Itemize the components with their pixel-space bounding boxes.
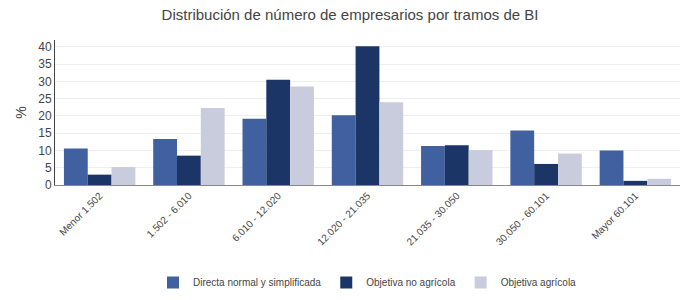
svg-text:12.020 - 21.035: 12.020 - 21.035 (315, 190, 373, 248)
svg-text:Distribución de número de empr: Distribución de número de empresarios po… (162, 6, 539, 23)
svg-text:30: 30 (38, 75, 52, 89)
svg-text:%: % (13, 106, 29, 118)
svg-text:Objetiva agrícola: Objetiva agrícola (501, 277, 576, 288)
svg-text:5: 5 (45, 161, 52, 175)
svg-text:21.035 - 30.050: 21.035 - 30.050 (404, 190, 462, 248)
svg-text:25: 25 (38, 92, 52, 106)
svg-text:30.050 - 60.101: 30.050 - 60.101 (494, 190, 552, 248)
svg-text:1.502 - 6.010: 1.502 - 6.010 (144, 190, 194, 240)
svg-text:Objetiva no agrícola: Objetiva no agrícola (366, 277, 455, 288)
svg-text:Directa normal y simplificada: Directa normal y simplificada (193, 277, 321, 288)
svg-text:35: 35 (38, 57, 52, 71)
svg-text:Mayor 60.101: Mayor 60.101 (589, 190, 640, 241)
svg-text:Menor 1.502: Menor 1.502 (57, 190, 105, 238)
svg-text:10: 10 (38, 144, 52, 158)
svg-text:0: 0 (45, 178, 52, 192)
svg-text:20: 20 (38, 109, 52, 123)
svg-text:6.010 - 12.020: 6.010 - 12.020 (230, 190, 284, 244)
svg-text:40: 40 (38, 40, 52, 54)
svg-text:15: 15 (38, 126, 52, 140)
